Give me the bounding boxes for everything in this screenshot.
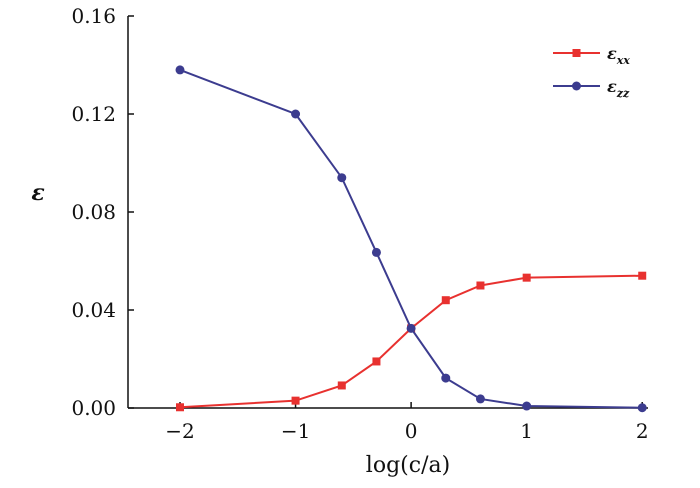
series-line (179, 274, 643, 409)
data-point (291, 109, 301, 119)
x-tick-label: −1 (281, 419, 310, 443)
y-tick-label: 0.08 (71, 200, 116, 224)
data-point (522, 401, 532, 411)
data-point (441, 373, 451, 383)
x-ticks: −2 −1 0 1 2 (165, 402, 649, 443)
y-tick-label: 0.04 (71, 298, 116, 322)
data-point (638, 271, 647, 280)
series-line (179, 68, 643, 409)
data-point (372, 357, 381, 366)
data-point (475, 394, 485, 404)
legend-label-subscript: zz (616, 87, 630, 100)
series-layer (175, 65, 647, 413)
y-axis-title: ε (31, 180, 44, 206)
legend-marker (572, 49, 581, 57)
legend-label-main: ε (607, 77, 617, 96)
legend-label-main: ε (607, 44, 617, 63)
x-axis-title: log(c/a) (366, 453, 450, 478)
y-tick-label: 0.16 (71, 4, 116, 28)
data-point (522, 273, 531, 282)
x-tick-label: −2 (165, 419, 194, 443)
series-xx (176, 271, 647, 412)
x-tick-label: 2 (636, 419, 649, 443)
y-tick-label: 0.00 (71, 396, 116, 420)
data-point (175, 65, 185, 75)
data-point (476, 281, 485, 290)
series-zz (175, 65, 647, 413)
legend-label: εzz (607, 77, 630, 100)
data-point (337, 381, 346, 390)
x-tick-label: 0 (405, 419, 418, 443)
data-point (291, 396, 300, 405)
x-tick-label: 1 (520, 419, 533, 443)
data-point (441, 296, 450, 305)
legend-marker (572, 81, 581, 91)
legend-label-subscript: xx (616, 54, 631, 67)
data-point (371, 247, 381, 257)
data-point (406, 323, 416, 333)
y-tick-label: 0.12 (71, 102, 116, 126)
data-point (337, 173, 347, 183)
y-ticks: 0.00 0.04 0.08 0.12 0.16 (71, 4, 134, 420)
data-point (176, 403, 184, 412)
data-point (637, 403, 647, 413)
legend-label: εxx (607, 44, 630, 67)
